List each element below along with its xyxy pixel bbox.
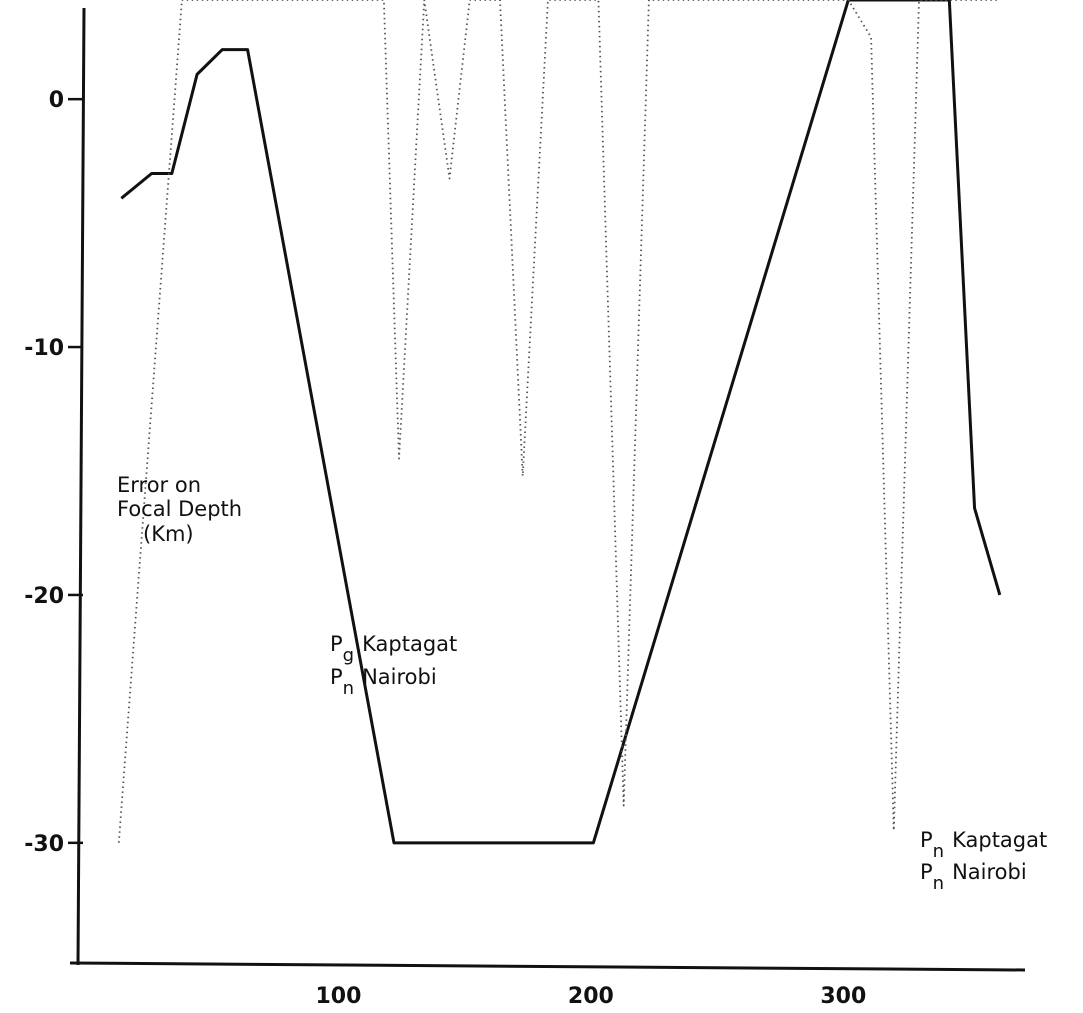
annotation-pg-pn-label: Pg Kaptagat Pn Nairobi <box>330 632 457 699</box>
x-tick-label: 300 <box>820 984 866 1009</box>
solid-series-line <box>120 0 1002 845</box>
dotted-series-line <box>117 0 1000 843</box>
ticks: 0 -10 -20 -30 100 200 300 <box>24 88 866 1009</box>
x-axis-line <box>69 961 1026 972</box>
x-tick-label: 200 <box>568 984 614 1009</box>
annotation-error-line-3: (Km) <box>143 522 194 546</box>
annotation-phase-label: Pn Nairobi <box>920 860 1027 894</box>
x-tick-label: 100 <box>315 984 361 1009</box>
y-tick-label: 0 <box>49 88 64 113</box>
axes <box>69 7 1026 972</box>
annotation-error-line-1: Error on <box>117 473 201 497</box>
y-tick-label: -30 <box>24 832 64 857</box>
annotation-phase-label: Pn Nairobi <box>330 665 437 699</box>
y-tick-label: -10 <box>24 336 64 361</box>
annotation-phase-label: Pn Kaptagat <box>920 828 1047 862</box>
y-axis-line <box>76 7 86 966</box>
series <box>117 0 1002 845</box>
y-tick-label: -20 <box>24 584 64 609</box>
annotation-error-label: Error on Focal Depth (Km) <box>117 473 242 546</box>
annotation-error-line-2: Focal Depth <box>117 497 242 521</box>
annotation-pn-pn-label: Pn Kaptagat Pn Nairobi <box>920 828 1047 894</box>
annotation-phase-label: Pg Kaptagat <box>330 632 457 666</box>
